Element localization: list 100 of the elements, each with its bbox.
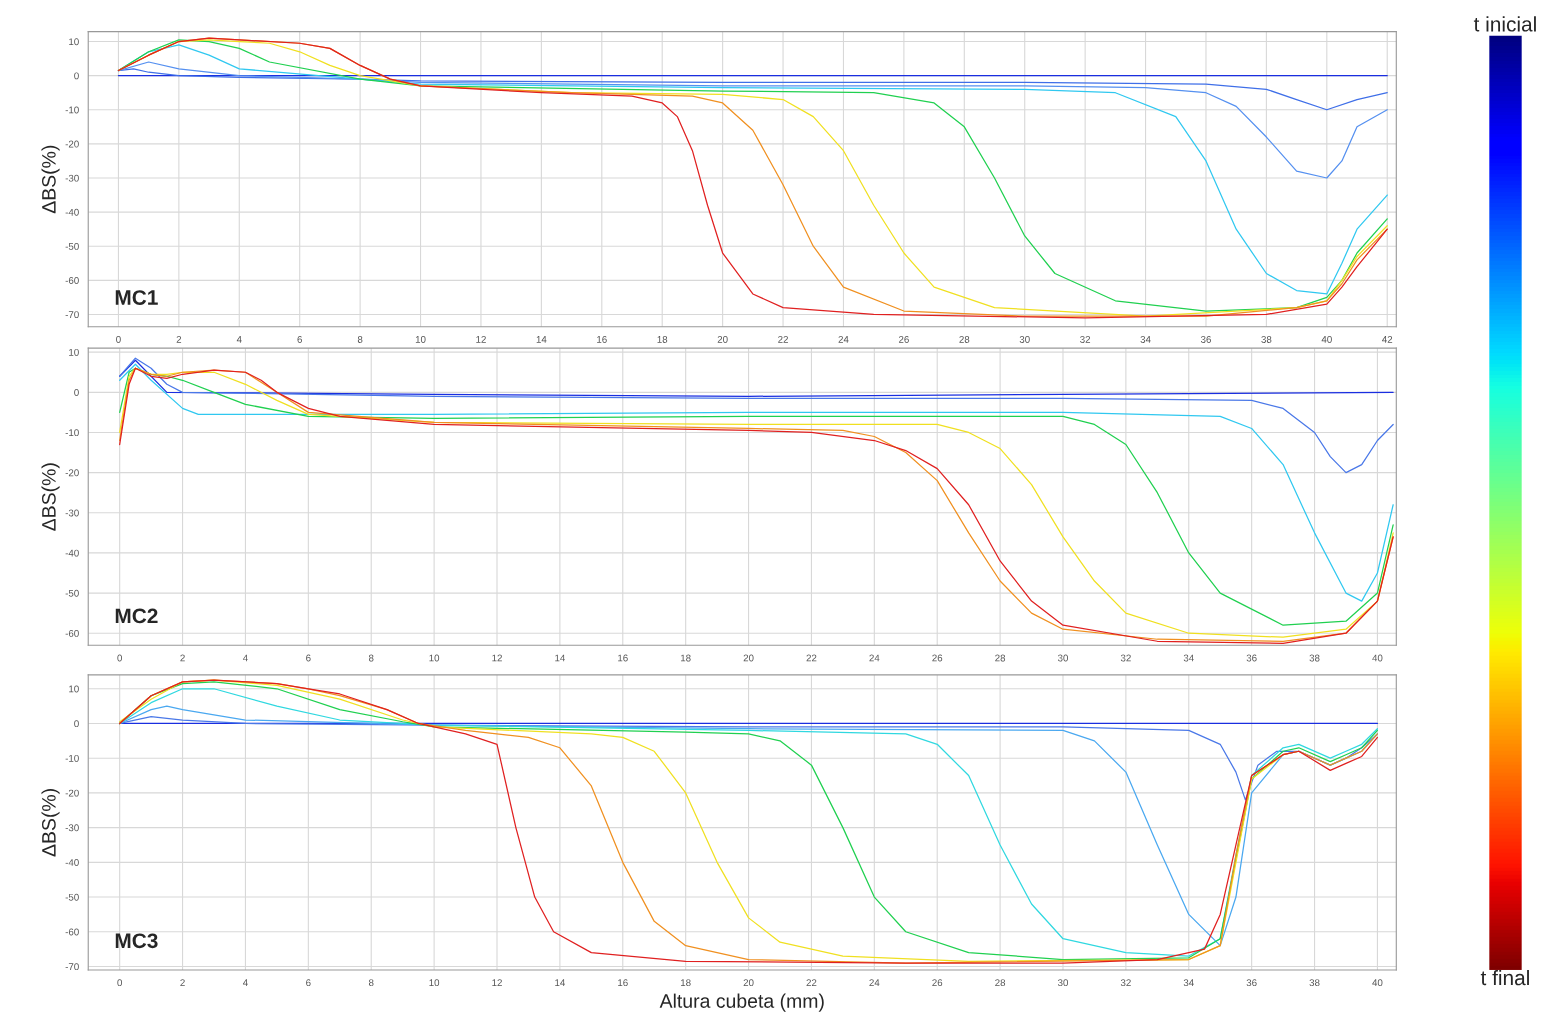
- x-tick-label: 6: [306, 654, 311, 662]
- y-tick-label: -30: [65, 824, 79, 832]
- text: t inicial: [1473, 16, 1536, 32]
- y-tick-label: -50: [65, 242, 79, 250]
- x-tick-label: 36: [1200, 336, 1211, 343]
- x-tick-label: 20: [743, 654, 754, 662]
- x-tick-label: 42: [1382, 336, 1393, 343]
- x-tick-label: 4: [242, 979, 248, 987]
- x-tick-label: 10: [415, 336, 426, 343]
- y-tick-label: -30: [65, 509, 79, 517]
- line-series: [119, 357, 1394, 474]
- x-tick-label: 34: [1140, 336, 1151, 343]
- x-tick-label: 40: [1372, 654, 1383, 662]
- x-tick-label: 34: [1183, 979, 1194, 987]
- x-tick-label: 40: [1321, 336, 1332, 343]
- x-tick-label: 2: [180, 654, 185, 662]
- x-tick-label: 38: [1309, 979, 1320, 987]
- y-tick-label: 10: [69, 685, 79, 693]
- y-tick-label: -40: [65, 859, 79, 866]
- x-tick-label: 14: [555, 979, 566, 987]
- y-tick-label: -40: [65, 549, 79, 557]
- y-axis-title: ΔBS(%): [41, 789, 60, 857]
- annotation: MC2: [115, 608, 158, 624]
- x-tick-label: 14: [536, 336, 547, 343]
- line-series: [117, 61, 1388, 179]
- annotation: MC1: [115, 290, 158, 305]
- x-tick-label: 20: [743, 979, 754, 987]
- x-tick-label: 20: [717, 336, 728, 343]
- y-tick-label: 0: [74, 389, 79, 396]
- x-tick-label: 4: [236, 336, 242, 343]
- y-tick-label: -20: [65, 789, 79, 797]
- x-tick-label: 16: [618, 654, 628, 662]
- x-tick-label: 12: [492, 654, 502, 662]
- x-tick-label: 24: [838, 336, 849, 343]
- y-tick-label: -50: [65, 589, 79, 597]
- y-tick-label: -40: [65, 208, 79, 216]
- x-axis-title: Altura cubeta (mm): [659, 993, 824, 1012]
- x-tick-label: 6: [306, 979, 311, 987]
- text: t final: [1480, 969, 1529, 986]
- x-tick-label: 16: [618, 979, 628, 987]
- y-tick-label: -70: [65, 963, 79, 971]
- y-tick-label: 10: [69, 348, 79, 356]
- x-tick-label: 6: [297, 336, 302, 343]
- x-tick-label: 2: [180, 979, 185, 987]
- x-tick-label: 10: [429, 654, 440, 662]
- x-tick-label: 38: [1309, 654, 1320, 662]
- x-tick-label: 0: [117, 979, 122, 987]
- x-tick-label: 28: [995, 654, 1006, 662]
- x-tick-label: 2: [176, 336, 182, 343]
- x-tick-label: 22: [806, 979, 817, 987]
- x-tick-label: 16: [597, 336, 607, 343]
- y-tick-label: -20: [65, 140, 79, 148]
- y-axis-title: ΔBS(%): [41, 463, 60, 531]
- x-tick-label: 10: [429, 979, 440, 987]
- x-tick-label: 22: [806, 654, 817, 662]
- y-tick-label: -10: [65, 754, 79, 762]
- x-tick-label: 18: [681, 979, 691, 987]
- x-tick-label: 26: [898, 336, 909, 343]
- x-tick-label: 14: [555, 654, 566, 662]
- y-tick-label: -10: [65, 429, 79, 437]
- x-tick-label: 26: [932, 654, 943, 662]
- x-tick-label: 30: [1057, 654, 1069, 662]
- y-tick-label: -60: [65, 277, 79, 284]
- y-tick-label: -60: [65, 928, 79, 936]
- x-tick-label: 36: [1246, 654, 1257, 662]
- x-tick-label: 34: [1183, 654, 1194, 662]
- x-tick-label: 4: [242, 654, 248, 662]
- x-tick-label: 40: [1372, 979, 1383, 987]
- annotation: MC3: [115, 933, 158, 949]
- x-tick-label: 22: [778, 336, 788, 343]
- x-tick-label: 0: [116, 336, 121, 343]
- x-tick-label: 24: [869, 654, 880, 662]
- x-tick-label: 12: [492, 979, 502, 987]
- x-tick-label: 28: [959, 336, 970, 343]
- x-tick-label: 0: [117, 654, 122, 662]
- x-tick-label: 8: [368, 979, 374, 987]
- y-tick-label: 10: [69, 38, 79, 46]
- y-tick-label: -20: [65, 469, 79, 477]
- y-tick-label: -60: [65, 629, 79, 637]
- y-tick-label: -70: [65, 311, 79, 319]
- x-tick-label: 26: [932, 979, 943, 987]
- x-tick-label: 8: [357, 336, 363, 343]
- y-tick-label: -10: [65, 106, 79, 114]
- x-tick-label: 30: [1019, 336, 1030, 343]
- y-tick-label: 0: [74, 72, 79, 80]
- x-tick-label: 32: [1120, 654, 1131, 662]
- x-tick-label: 12: [476, 336, 486, 343]
- x-tick-label: 30: [1057, 979, 1069, 987]
- y-tick-label: -30: [65, 174, 79, 182]
- x-tick-label: 36: [1246, 979, 1257, 987]
- y-axis-title: ΔBS(%): [41, 145, 60, 214]
- y-tick-label: 0: [74, 720, 79, 728]
- x-tick-label: 32: [1080, 336, 1091, 343]
- x-tick-label: 18: [657, 336, 668, 343]
- x-tick-label: 8: [368, 654, 374, 662]
- x-tick-label: 24: [869, 979, 880, 987]
- x-tick-label: 18: [681, 654, 691, 662]
- x-tick-label: 28: [995, 979, 1006, 987]
- x-tick-label: 38: [1261, 336, 1272, 343]
- y-tick-label: -50: [65, 893, 79, 901]
